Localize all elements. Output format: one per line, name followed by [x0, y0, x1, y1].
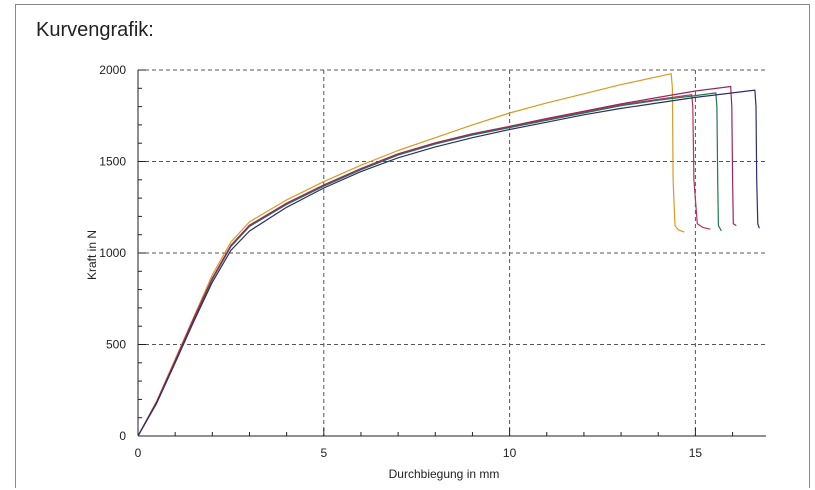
- chart-panel: Kurvengrafik: 0 5 10 15 0 500 1000 1500 2000 Durc…: [15, 4, 810, 488]
- y-tick-label-4: 2000: [99, 63, 126, 77]
- x-tick-label-0: 0: [135, 446, 142, 460]
- y-tick-label-1: 500: [106, 338, 126, 352]
- y-tick-label-0: 0: [119, 429, 126, 443]
- y-tick-label-3: 1500: [99, 155, 126, 169]
- series-line-4: [137, 85, 737, 437]
- series-line-1: [137, 73, 685, 437]
- y-tick-label-2: 1000: [99, 246, 126, 260]
- x-axis-label: Durchbiegung in mm: [389, 467, 500, 481]
- series-line-5: [137, 89, 760, 437]
- x-tick-label-3: 15: [689, 446, 703, 460]
- x-tick-label-2: 10: [503, 446, 517, 460]
- chart-title: Kurvengrafik:: [36, 19, 154, 41]
- y-axis-label: Kraft in N: [85, 230, 99, 280]
- x-tick-label-1: 5: [320, 446, 327, 460]
